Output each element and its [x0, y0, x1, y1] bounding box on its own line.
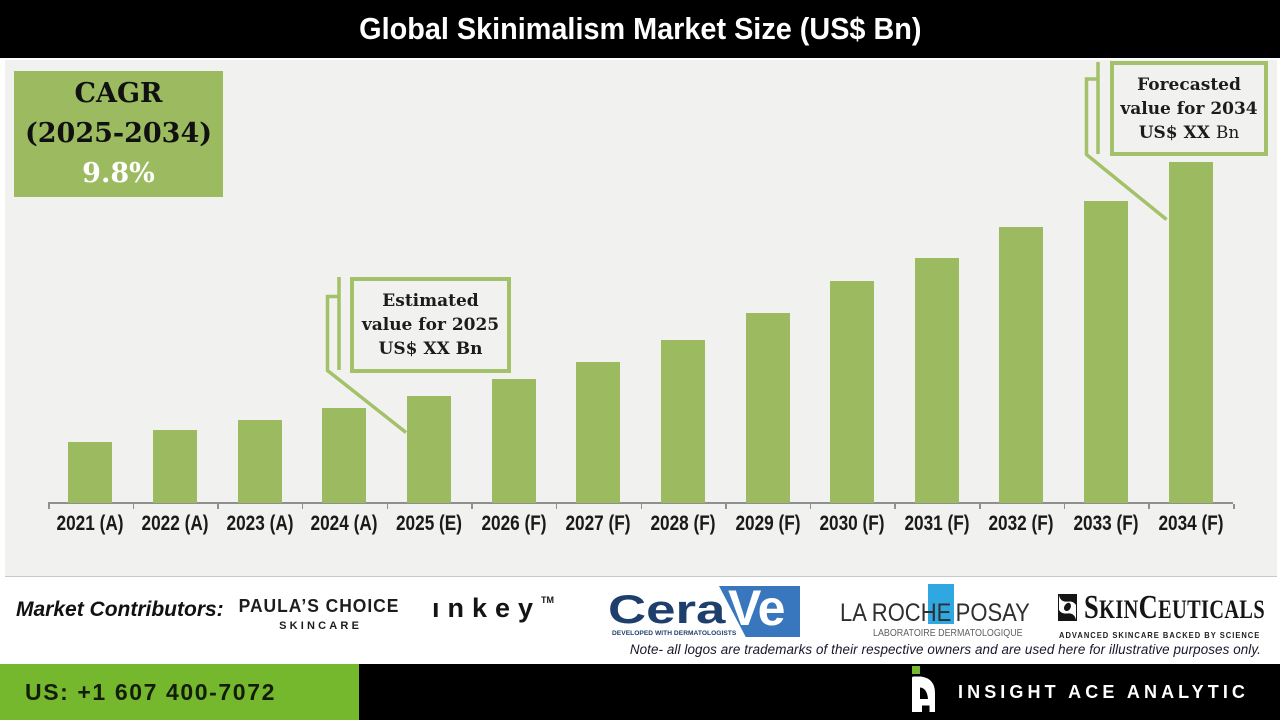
bar-2025-e [406, 396, 451, 503]
x-axis-tick [555, 504, 558, 509]
x-axis-tick [1063, 504, 1066, 509]
la-roche-posay-blue-square [928, 584, 954, 624]
x-label-2026-f: 2026 (F) [480, 512, 547, 535]
bar-2027-f [576, 362, 621, 503]
inkey-wordmark: ınkey [432, 593, 542, 623]
trademark-note: Note- all logos are trademarks of their … [629, 642, 1261, 657]
x-label-2024-a: 2024 (A) [310, 512, 378, 535]
insight-ace-wordmark: INSIGHT ACE ANALYTIC [958, 681, 1250, 702]
x-label-2030-f: 2030 (F) [819, 512, 885, 535]
phone-number: US: +1 607 400-7072 [25, 678, 276, 705]
x-axis-tick [48, 504, 50, 509]
skinceuticals-emblem-icon [1058, 594, 1077, 621]
title-bar: Global Skinimalism Market Size (US$ Bn) [0, 0, 1280, 58]
skinceuticals-caption: ADVANCED SKINCARE BACKED BY SCIENCE [1059, 631, 1261, 640]
x-label-2033-f: 2033 (F) [1073, 512, 1139, 535]
x-label-2029-f: 2029 (F) [734, 512, 801, 535]
x-axis-tick [1148, 504, 1150, 509]
la-roche-posay-wordmark: LA ROCHE POSAY [840, 599, 1030, 627]
market-contributors-label: Market Contributors: [16, 598, 224, 621]
x-label-2034-f: 2034 (F) [1158, 512, 1224, 535]
paulas-choice-skincare-label: SKINCARE [279, 620, 363, 632]
bar-2031-f [914, 258, 959, 503]
bar-2022-a [153, 430, 197, 503]
x-axis-tick [894, 504, 896, 509]
bar-2032-f [999, 227, 1044, 503]
cagr-box: CAGR (2025-2034) 9.8% [14, 71, 223, 197]
cerave-caption: DEVELOPED WITH DERMATOLOGISTS [612, 630, 737, 637]
bar-2024-a [322, 408, 367, 503]
insight-ace-brand: INSIGHT ACE ANALYTIC [958, 664, 1249, 720]
x-axis-tick [809, 504, 812, 509]
x-axis-tick [132, 504, 135, 509]
paulas-choice-wordmark: PAULA’S CHOICE [238, 596, 400, 616]
cagr-label: CAGR [74, 78, 163, 109]
x-axis-tick [1233, 504, 1235, 509]
contributors-strip: Market Contributors: PAULA’S CHOICE SKIN… [0, 577, 1280, 664]
skinceuticals-wordmark: SKINCEUTICALS [1084, 589, 1265, 626]
bar-2029-f [745, 313, 790, 503]
paulas-choice-logo: PAULA’S CHOICE SKINCARE [236, 596, 402, 632]
x-axis-tick [217, 504, 219, 509]
inkey-logo: ınkeyTM [432, 593, 554, 624]
x-label-2021-a: 2021 (A) [56, 512, 124, 535]
callout-2025-line2: value for 2025 [361, 315, 500, 335]
bar-2026-f [491, 379, 536, 503]
callout-2034-line1: Forecasted [1137, 74, 1241, 95]
callout-forecasted-2034: Forecasted value for 2034 US$ XX Bn [1110, 61, 1268, 156]
skinceuticals-logo: SKINCEUTICALS ADVANCED SKINCARE BACKED B… [1058, 589, 1265, 641]
bar-2030-f [830, 281, 875, 503]
x-label-2023-a: 2023 (A) [226, 512, 294, 535]
la-roche-posay-logo: LA ROCHE POSAY LABORATOIRE DERMATOLOGIQU… [840, 577, 1030, 642]
x-axis-tick [725, 504, 727, 509]
bar-2028-f [660, 340, 705, 503]
callout-2025-value: US$ XX Bn [378, 339, 483, 359]
x-label-2027-f: 2027 (F) [565, 512, 631, 535]
x-axis-line [48, 502, 1233, 504]
bar-2033-f [1084, 201, 1128, 503]
inkey-trademark-symbol: TM [541, 595, 555, 605]
cagr-period: (2025-2034) [24, 118, 213, 149]
callout-2034-value: US$ XX Bn [1138, 122, 1240, 143]
x-label-2031-f: 2031 (F) [904, 512, 970, 535]
x-axis-tick [301, 504, 304, 509]
bar-2023-a [237, 420, 282, 503]
bar-2021-a [68, 442, 113, 503]
cerave-logo: Cera Ve DEVELOPED WITH DERMATOLOGISTS [608, 577, 803, 639]
bar-2034-f [1168, 162, 1213, 503]
callout-2025-line1: Estimated [382, 291, 479, 311]
x-label-2032-f: 2032 (F) [988, 512, 1054, 535]
insight-ace-logo-icon [912, 666, 935, 712]
x-label-2028-f: 2028 (F) [650, 512, 716, 535]
callout-2034-line2: value for 2034 [1120, 98, 1258, 119]
cerave-wordmark-cera: Cera [608, 588, 726, 632]
callout-estimated-2025: Estimated value for 2025 US$ XX Bn [350, 277, 511, 373]
x-axis-tick [471, 504, 473, 509]
page-title: Global Skinimalism Market Size (US$ Bn) [358, 11, 922, 46]
x-label-2025-e: 2025 (E) [395, 512, 462, 535]
cerave-wordmark-ve: Ve [728, 580, 785, 636]
x-label-2022-a: 2022 (A) [141, 512, 209, 535]
footer-phone-block: US: +1 607 400-7072 [0, 664, 359, 720]
x-axis-tick [640, 504, 642, 509]
x-axis-tick [979, 504, 981, 509]
cagr-value: 9.8% [82, 158, 155, 189]
la-roche-posay-caption: LABORATOIRE DERMATOLOGIQUE [873, 627, 1023, 639]
x-axis-tick [386, 504, 389, 509]
